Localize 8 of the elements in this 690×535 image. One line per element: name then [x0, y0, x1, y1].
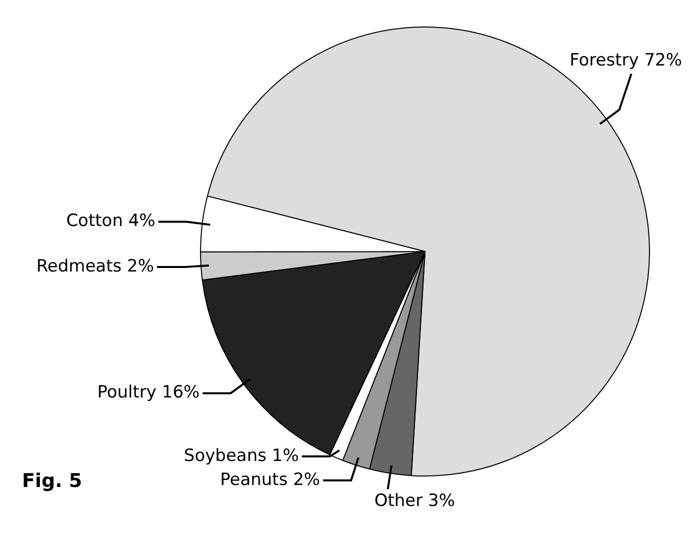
slice-label: Other 3% [374, 491, 455, 512]
slice-label: Redmeats 2% [36, 256, 154, 276]
caption: Fig. 5 [22, 470, 82, 492]
slice-label: Cotton 4% [66, 211, 156, 232]
slice-label: Forestry 72% [570, 50, 682, 71]
slice-label: Peanuts 2% [220, 470, 320, 490]
slice-label: Soybeans 1% [184, 446, 299, 466]
slice-label: Poultry 16% [97, 382, 200, 403]
